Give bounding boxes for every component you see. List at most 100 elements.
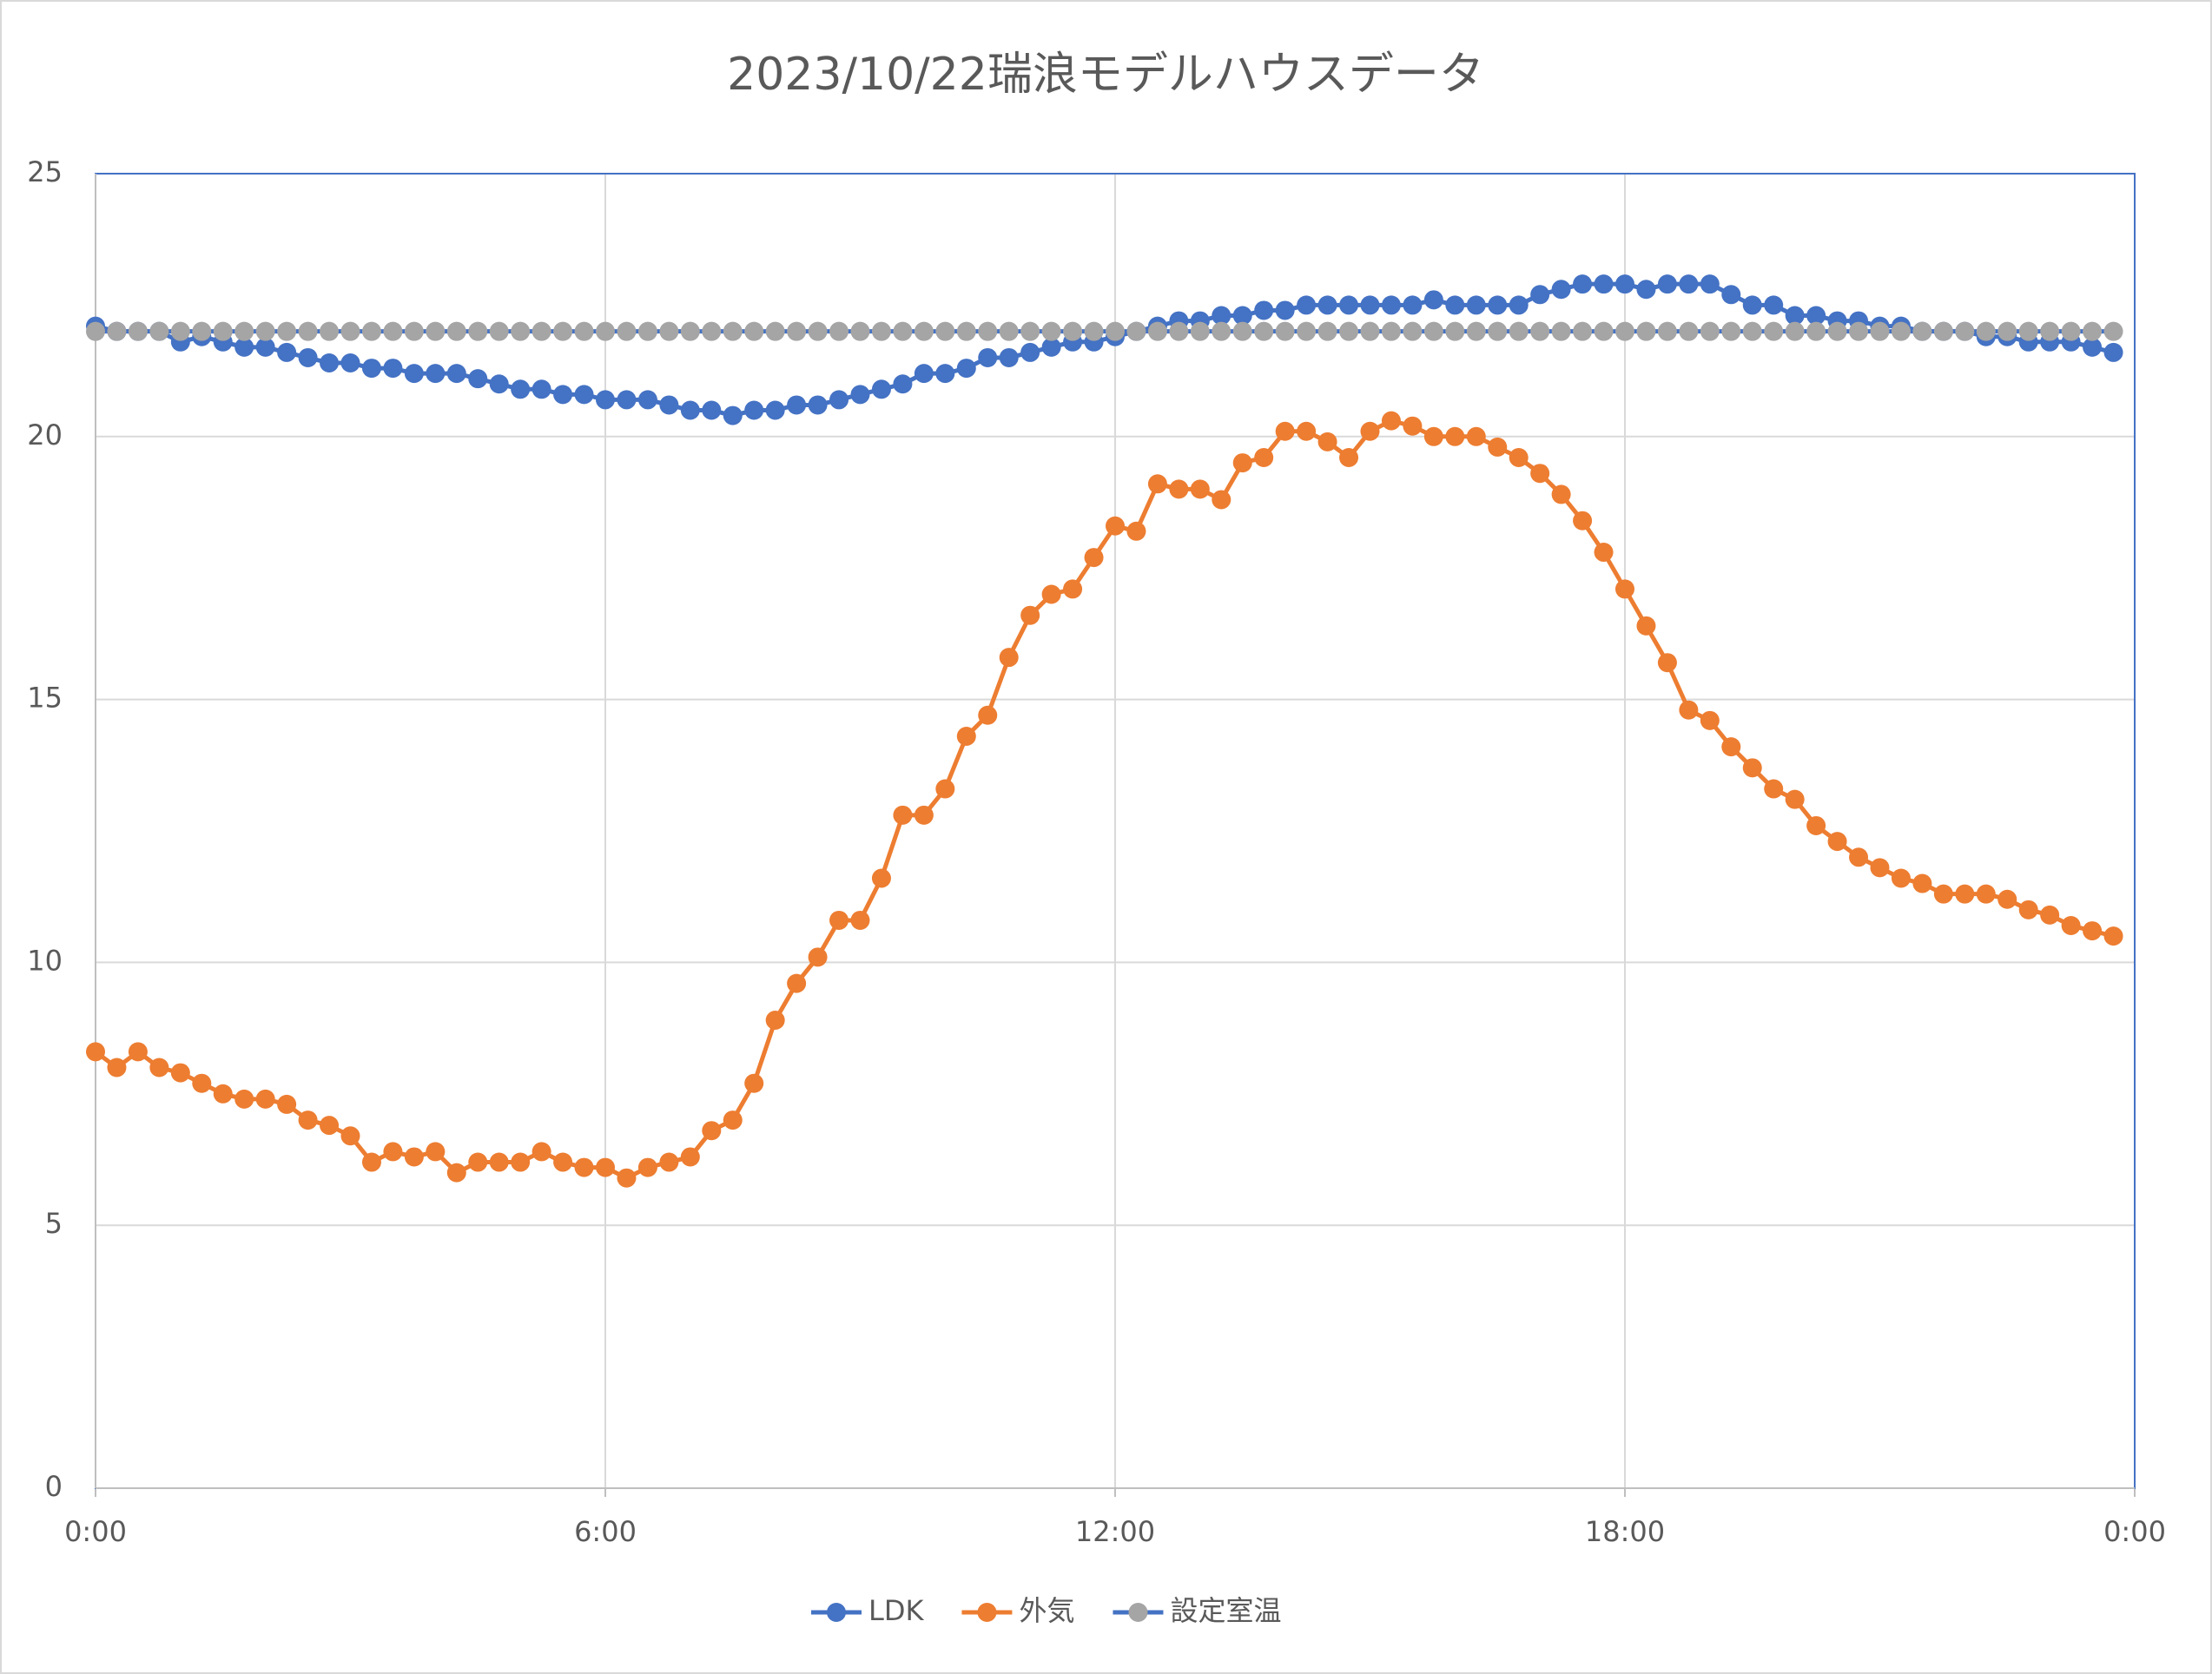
data-point — [1955, 321, 1975, 341]
data-point — [1423, 426, 1443, 446]
data-point — [1360, 421, 1380, 441]
data-point — [574, 321, 594, 341]
data-point — [1976, 884, 1996, 904]
data-point — [170, 321, 190, 341]
data-point — [1700, 710, 1720, 730]
data-point — [426, 364, 446, 384]
data-point — [829, 910, 849, 930]
data-point — [1297, 321, 1317, 341]
data-point — [956, 359, 976, 379]
data-point — [1636, 280, 1656, 300]
data-point — [1594, 543, 1614, 563]
data-point — [999, 321, 1019, 341]
data-point — [1275, 321, 1295, 341]
data-point — [1933, 321, 1953, 341]
data-point — [2083, 321, 2103, 341]
data-point — [361, 1152, 381, 1172]
data-point — [1657, 274, 1677, 294]
data-point — [829, 321, 849, 341]
data-point — [1573, 511, 1593, 531]
data-point — [744, 321, 764, 341]
data-point — [1232, 321, 1252, 341]
x-tick-label: 0:00 — [64, 1515, 127, 1548]
data-point — [1041, 321, 1061, 341]
data-point — [1466, 321, 1486, 341]
data-point — [1806, 306, 1826, 326]
data-point — [446, 321, 466, 341]
data-point — [808, 321, 828, 341]
data-point — [1381, 295, 1401, 315]
data-point — [213, 1084, 233, 1104]
data-point — [1806, 815, 1826, 835]
data-point — [1212, 490, 1231, 510]
data-point — [107, 321, 127, 341]
data-point — [999, 648, 1019, 668]
data-point — [277, 321, 297, 341]
data-point — [765, 400, 785, 420]
data-point — [808, 395, 828, 415]
data-point — [426, 1142, 446, 1162]
data-point — [340, 321, 360, 341]
data-point — [850, 385, 870, 405]
y-tick-label: 20 — [27, 418, 63, 451]
data-point — [935, 779, 955, 799]
data-point — [404, 364, 424, 384]
data-point — [1551, 321, 1571, 341]
data-point — [1020, 321, 1040, 341]
data-point — [1212, 306, 1231, 326]
data-point — [1657, 653, 1677, 673]
data-point — [1679, 321, 1699, 341]
x-tick-label: 18:00 — [1585, 1515, 1665, 1548]
y-tick-label: 10 — [27, 944, 63, 977]
data-point — [850, 321, 870, 341]
data-point — [149, 321, 169, 341]
data-point — [1933, 884, 1953, 904]
chart-title: 2023/10/22瑞浪モデルハウスデータ — [727, 49, 1484, 101]
data-point — [340, 353, 360, 373]
data-point — [1551, 280, 1571, 300]
data-point — [1147, 321, 1167, 341]
data-point — [1615, 321, 1634, 341]
x-tick-label: 0:00 — [2103, 1515, 2166, 1548]
data-point — [1764, 295, 1784, 315]
data-point — [702, 400, 722, 420]
data-point — [340, 1126, 360, 1146]
data-point — [787, 395, 807, 415]
data-point — [1530, 321, 1550, 341]
data-point — [617, 1168, 637, 1188]
data-point — [1466, 295, 1486, 315]
data-point — [1275, 421, 1295, 441]
data-point — [1488, 321, 1508, 341]
data-point — [1063, 579, 1083, 599]
data-point — [1997, 889, 2017, 909]
data-point — [383, 1142, 403, 1162]
data-point — [2040, 905, 2060, 925]
data-point — [659, 1152, 679, 1172]
data-point — [1317, 321, 1337, 341]
data-point — [765, 321, 785, 341]
legend-label: LDK — [868, 1594, 924, 1627]
x-tick-label: 6:00 — [574, 1515, 637, 1548]
data-point — [468, 369, 488, 389]
data-point — [1339, 295, 1359, 315]
data-point — [404, 321, 424, 341]
data-point — [2040, 321, 2060, 341]
data-point — [2018, 900, 2038, 919]
data-point — [680, 1147, 700, 1167]
data-point — [1232, 306, 1252, 326]
data-point — [723, 405, 743, 425]
data-point — [1955, 884, 1975, 904]
data-point — [871, 868, 891, 888]
data-point — [617, 390, 637, 410]
data-point — [2103, 321, 2123, 341]
data-point — [192, 321, 212, 341]
data-point — [1700, 274, 1720, 294]
data-point — [1106, 321, 1125, 341]
data-point — [128, 321, 148, 341]
data-point — [234, 337, 254, 357]
data-point — [1169, 479, 1189, 499]
data-point — [1445, 321, 1465, 341]
data-point — [1594, 274, 1614, 294]
